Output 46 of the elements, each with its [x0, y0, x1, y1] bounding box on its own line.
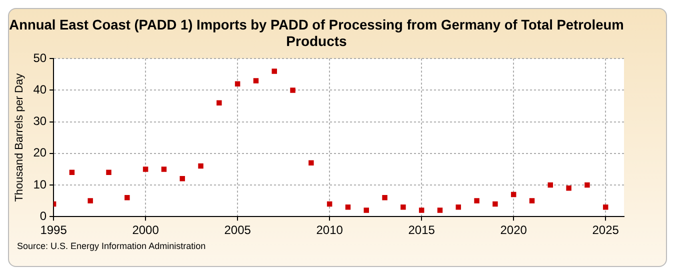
y-axis-title: Thousand Barrels per Day — [14, 72, 26, 202]
point — [161, 166, 167, 172]
point — [326, 201, 332, 207]
y-tick-label: 30 — [33, 114, 47, 128]
point — [106, 170, 112, 175]
point — [510, 192, 516, 198]
point — [69, 170, 75, 175]
point — [437, 208, 443, 213]
point — [584, 182, 590, 188]
point — [272, 68, 277, 74]
point — [124, 195, 130, 200]
point — [142, 166, 148, 172]
y-tick-label: 20 — [33, 146, 47, 160]
y-tick-label: 0 — [40, 208, 47, 223]
x-tick-label: 2020 — [500, 223, 528, 238]
point — [400, 204, 406, 210]
x-tick-label: 2000 — [132, 223, 160, 238]
point — [602, 204, 608, 210]
point — [364, 208, 369, 213]
y-tick-label: 50 — [33, 50, 47, 65]
y-tick-label: 10 — [33, 177, 47, 192]
x-tick-label: 2010 — [316, 223, 344, 238]
chart-title: Annual East Coast (PADD 1) Imports by PADD of Processing from Germany of Total Petroleum Products — [9, 16, 624, 50]
y-tick-label: 40 — [33, 82, 47, 97]
point — [180, 176, 185, 182]
point — [216, 100, 222, 106]
point — [308, 160, 314, 166]
point — [290, 88, 296, 93]
source-note: Source: U.S. Energy Information Administration — [17, 241, 207, 251]
x-tick-label: 2025 — [592, 223, 620, 238]
x-tick-label: 1995 — [40, 223, 68, 238]
point — [456, 204, 462, 210]
point — [345, 204, 351, 210]
point — [529, 198, 535, 204]
point — [474, 198, 480, 204]
point — [566, 186, 572, 191]
x-tick-label: 2015 — [408, 223, 436, 238]
point — [253, 78, 259, 84]
x-tick-label: 2005 — [224, 223, 252, 238]
point — [234, 81, 240, 86]
point — [418, 208, 424, 213]
point — [548, 182, 554, 188]
point — [88, 198, 93, 204]
point — [382, 195, 388, 200]
point — [198, 163, 204, 169]
point — [492, 201, 498, 207]
